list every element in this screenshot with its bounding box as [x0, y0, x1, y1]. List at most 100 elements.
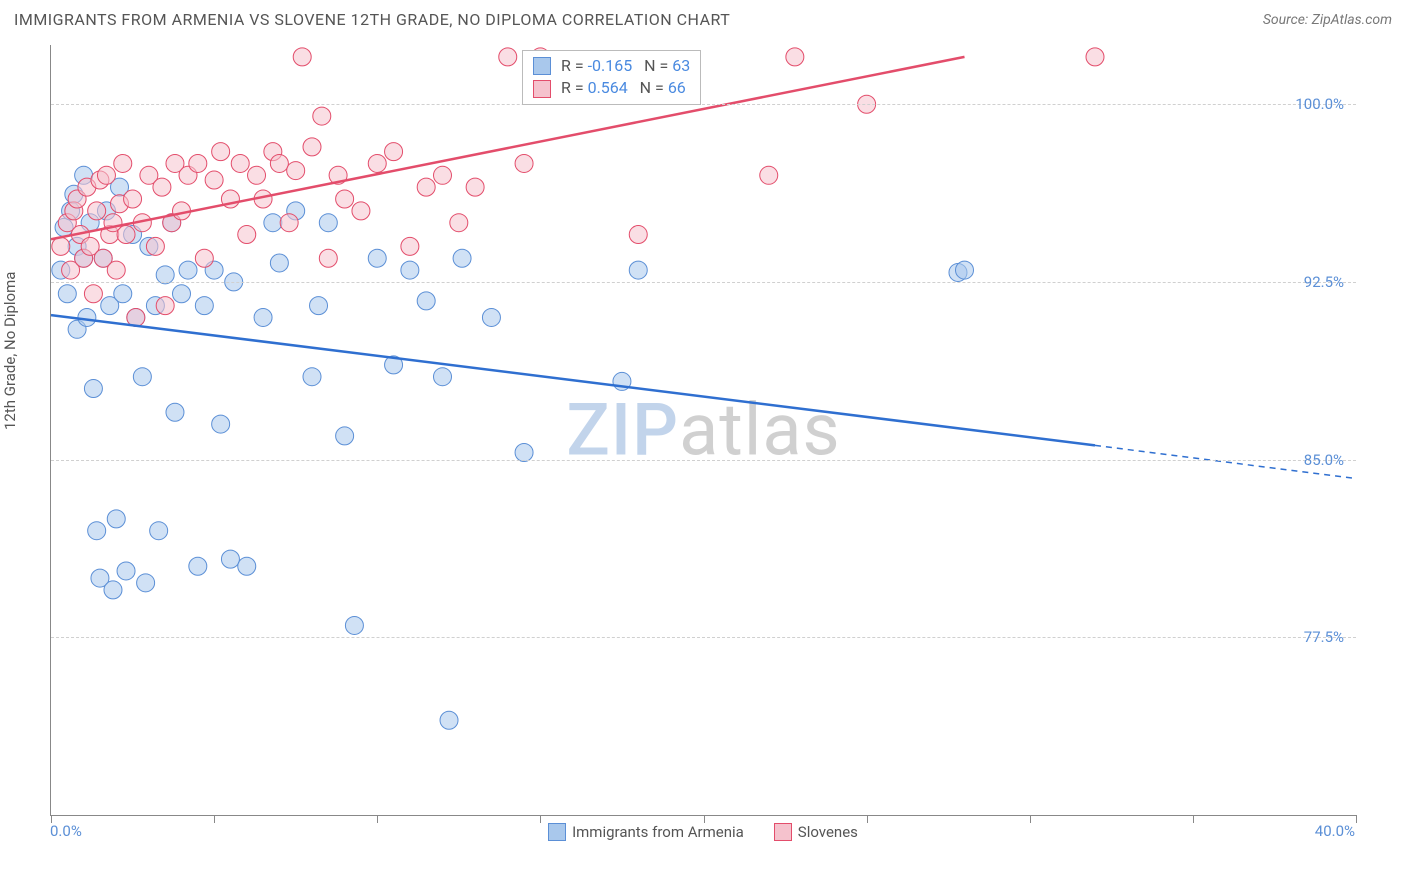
data-point	[133, 368, 151, 386]
data-point	[205, 171, 223, 189]
data-point	[114, 285, 132, 303]
data-point	[270, 254, 288, 272]
data-point	[385, 143, 403, 161]
data-point	[482, 308, 500, 326]
data-point	[212, 143, 230, 161]
data-point	[319, 214, 337, 232]
plot-area: ZIPatlas 77.5%85.0%92.5%100.0%	[50, 45, 1356, 816]
data-point	[1086, 48, 1104, 66]
data-point	[117, 562, 135, 580]
data-point	[319, 249, 337, 267]
gridline	[51, 104, 1356, 105]
x-tick	[1356, 815, 1357, 823]
data-point	[352, 202, 370, 220]
data-point	[303, 368, 321, 386]
data-point	[434, 368, 452, 386]
x-tick	[377, 815, 378, 823]
stats-swatch	[533, 80, 551, 98]
stats-box: R = -0.165 N = 63R = 0.564 N = 66	[522, 50, 701, 105]
gridline	[51, 282, 1356, 283]
x-tick	[867, 815, 868, 823]
y-axis-title: 12th Grade, No Diploma	[1, 272, 19, 430]
data-point	[254, 308, 272, 326]
data-point	[303, 138, 321, 156]
title-bar: IMMIGRANTS FROM ARMENIA VS SLOVENE 12TH …	[0, 0, 1406, 39]
data-point	[150, 522, 168, 540]
legend-label: Immigrants from Armenia	[572, 823, 744, 841]
data-point	[417, 292, 435, 310]
y-tick-label: 100.0%	[1295, 95, 1344, 113]
data-point	[368, 249, 386, 267]
data-point	[401, 261, 419, 279]
legend-bottom: Immigrants from Armenia Slovenes	[0, 823, 1406, 841]
data-point	[760, 166, 778, 184]
stats-text: R = 0.564 N = 66	[561, 77, 686, 99]
y-tick-label: 92.5%	[1304, 273, 1344, 291]
legend-item: Slovenes	[774, 823, 858, 841]
data-point	[52, 237, 70, 255]
data-point	[221, 550, 239, 568]
data-point	[466, 178, 484, 196]
data-point	[434, 166, 452, 184]
data-point	[84, 380, 102, 398]
data-point	[956, 261, 974, 279]
x-tick	[704, 815, 705, 823]
data-point	[450, 214, 468, 232]
data-point	[231, 154, 249, 172]
regression-line	[51, 57, 965, 239]
legend-label: Slovenes	[798, 823, 858, 841]
data-point	[345, 616, 363, 634]
chart-title: IMMIGRANTS FROM ARMENIA VS SLOVENE 12TH …	[14, 10, 730, 29]
legend-swatch	[548, 823, 566, 841]
data-point	[189, 557, 207, 575]
gridline	[51, 637, 1356, 638]
data-point	[238, 226, 256, 244]
data-point	[287, 162, 305, 180]
data-point	[179, 261, 197, 279]
data-point	[401, 237, 419, 255]
data-point	[310, 297, 328, 315]
data-point	[146, 237, 164, 255]
data-point	[212, 415, 230, 433]
data-point	[88, 522, 106, 540]
data-point	[166, 403, 184, 421]
data-point	[156, 297, 174, 315]
data-point	[117, 226, 135, 244]
data-point	[417, 178, 435, 196]
data-point	[107, 510, 125, 528]
data-point	[453, 249, 471, 267]
stats-swatch	[533, 57, 551, 75]
stats-row: R = -0.165 N = 63	[533, 55, 690, 77]
data-point	[440, 711, 458, 729]
data-point	[368, 154, 386, 172]
data-point	[58, 285, 76, 303]
legend-swatch	[774, 823, 792, 841]
data-point	[499, 48, 517, 66]
data-point	[189, 154, 207, 172]
data-point	[248, 166, 266, 184]
x-tick	[1030, 815, 1031, 823]
data-point	[114, 154, 132, 172]
data-point	[264, 214, 282, 232]
data-point	[153, 178, 171, 196]
legend-item: Immigrants from Armenia	[548, 823, 744, 841]
chart-svg	[51, 45, 1356, 815]
data-point	[629, 261, 647, 279]
data-point	[173, 285, 191, 303]
stats-row: R = 0.564 N = 66	[533, 77, 690, 99]
data-point	[238, 557, 256, 575]
data-point	[107, 261, 125, 279]
data-point	[629, 226, 647, 244]
regression-line	[51, 315, 1095, 445]
data-point	[195, 249, 213, 267]
data-point	[137, 574, 155, 592]
stats-text: R = -0.165 N = 63	[561, 55, 690, 77]
data-point	[786, 48, 804, 66]
data-point	[88, 202, 106, 220]
x-tick	[1193, 815, 1194, 823]
source-label: Source: ZipAtlas.com	[1263, 12, 1392, 28]
y-tick-label: 77.5%	[1304, 628, 1344, 646]
data-point	[280, 214, 298, 232]
x-tick	[540, 815, 541, 823]
data-point	[195, 297, 213, 315]
